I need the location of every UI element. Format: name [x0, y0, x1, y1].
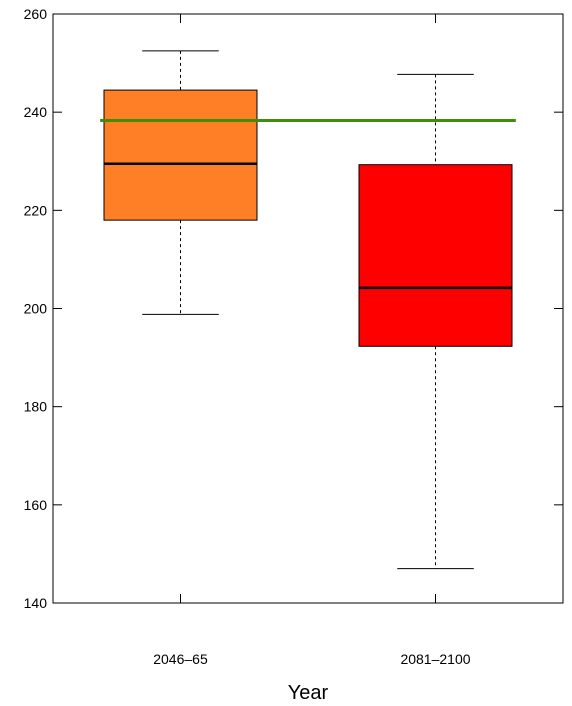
x-axis-title: Year [288, 682, 329, 704]
x-tick-label: 2046–65 [153, 651, 208, 667]
y-tick-label: 220 [24, 202, 48, 218]
x-tick-label: 2081–2100 [400, 651, 470, 667]
box-group [358, 73, 513, 570]
y-tick-label: 260 [24, 6, 48, 22]
y-tick-label: 140 [24, 595, 48, 611]
plot-content [100, 50, 516, 570]
y-tick-label: 240 [24, 104, 48, 120]
y-axis: 140 160 180 200 220 240 260 [24, 6, 563, 611]
x-axis: 2046–65 2081–2100 [153, 14, 471, 667]
y-tick-label: 160 [24, 497, 48, 513]
y-tick-label: 180 [24, 399, 48, 415]
box [358, 164, 513, 347]
box [103, 89, 258, 221]
y-tick-label: 200 [24, 301, 48, 317]
box-group [103, 50, 258, 315]
